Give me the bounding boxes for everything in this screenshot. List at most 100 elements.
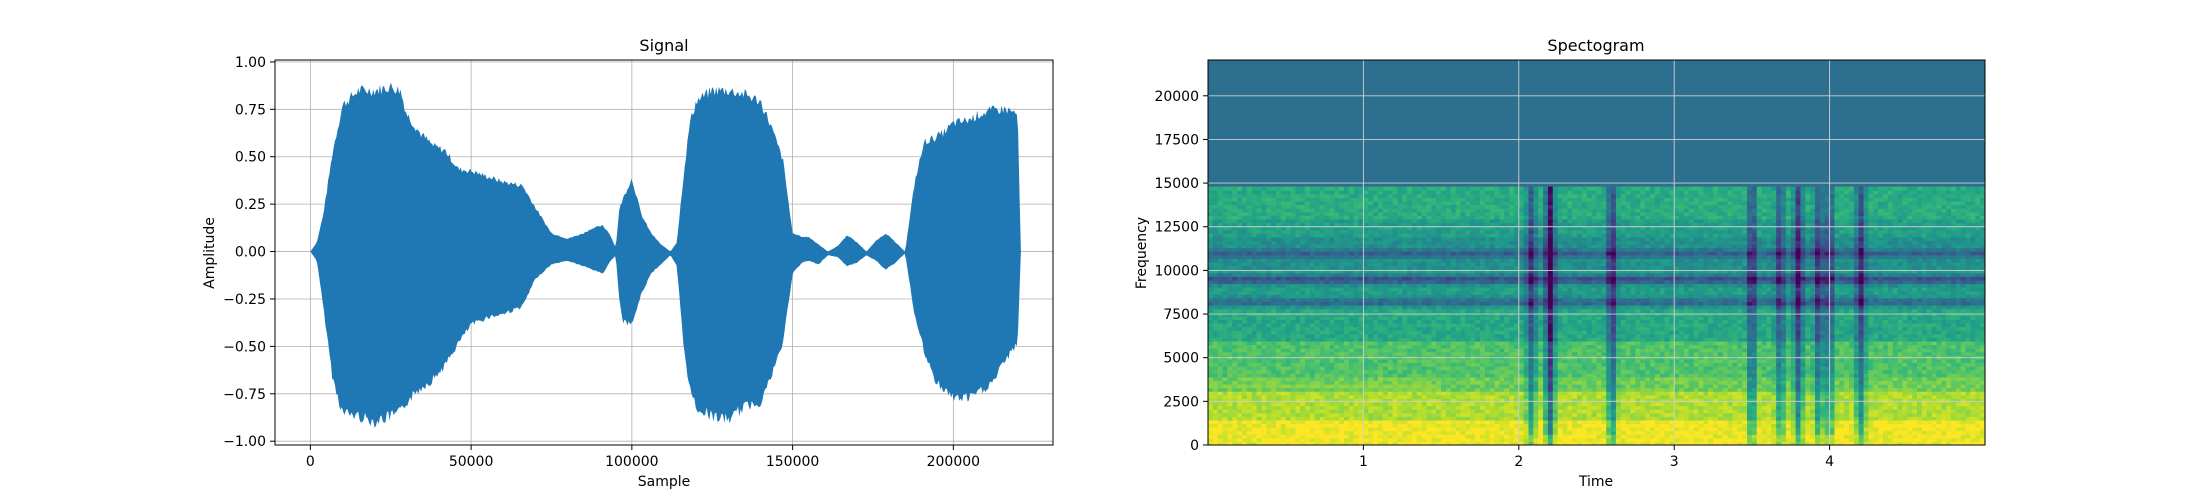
spectrogram-cell <box>1484 412 1491 417</box>
spectrogram-cell <box>1494 401 1500 407</box>
spectrogram-cell <box>1329 261 1335 267</box>
spectrogram-cell <box>1271 430 1277 435</box>
spectrogram-cell <box>1538 409 1544 414</box>
spectrogram-cell <box>1305 427 1311 432</box>
spectrogram-cell <box>1256 401 1263 407</box>
spectrogram-cell <box>1455 247 1462 252</box>
spectrogram-cell <box>1504 362 1510 367</box>
spectrogram-cell <box>1460 366 1466 371</box>
spectrogram-cell <box>1518 233 1525 238</box>
spectrogram-cell <box>1421 322 1428 328</box>
spectrogram-cell <box>1334 319 1340 324</box>
spectrogram-cell <box>1280 272 1287 277</box>
spectrogram-cell <box>1251 416 1258 421</box>
spectrogram-cell <box>1212 251 1219 256</box>
spectrogram-cell <box>1305 261 1311 267</box>
spectrogram-cell <box>1256 269 1263 274</box>
spectrogram-cell <box>1528 351 1534 356</box>
spectrogram-cell <box>1460 261 1466 267</box>
spectrogram-cell <box>1348 409 1355 414</box>
spectrogram-cell <box>1295 340 1301 346</box>
spectrogram-cell <box>1348 215 1355 220</box>
spectrogram-cell <box>1232 236 1238 242</box>
spectrogram-cell <box>1441 265 1447 270</box>
spectrogram-cell <box>1329 427 1335 432</box>
spectrogram-cell <box>1533 236 1539 242</box>
spectrogram-cell <box>1538 283 1544 288</box>
spectrogram-cell <box>1290 322 1297 328</box>
spectrogram-cell <box>1212 301 1219 306</box>
spectrogram-cell <box>1499 211 1505 216</box>
spectrogram-cell <box>1275 315 1282 320</box>
spectrogram-cell <box>1421 251 1428 256</box>
spectrogram-cell <box>1217 366 1224 371</box>
spectrogram-cell <box>1256 383 1263 389</box>
spectrogram-cell <box>1334 226 1340 231</box>
spectrogram-cell <box>1373 348 1379 353</box>
spectrogram-cell <box>1324 190 1331 195</box>
spectrogram-cell <box>1392 351 1398 356</box>
spectrogram-cell <box>1509 330 1515 335</box>
spectrogram-cell <box>1232 330 1238 335</box>
spectrogram-cell <box>1377 269 1384 274</box>
spectrogram-cell <box>1402 326 1408 331</box>
spectrogram-cell <box>1212 204 1219 209</box>
spectrogram-cell <box>1397 244 1403 249</box>
spectrogram-cell <box>1300 398 1306 403</box>
spectrogram-cell <box>1421 430 1428 435</box>
spectrogram-cell <box>1280 434 1287 439</box>
spectrogram-cell <box>1246 409 1253 414</box>
spectrogram-cell <box>1499 193 1505 198</box>
spectrogram-cell <box>1280 254 1287 259</box>
spectrogram-cell <box>1416 441 1423 445</box>
spectrogram-cell <box>1271 222 1277 227</box>
spectrogram-cell <box>1275 261 1282 267</box>
spectrogram-cell <box>1275 423 1282 428</box>
spectrogram-cell <box>1538 376 1544 381</box>
spectrogram-cell <box>1465 416 1471 421</box>
spectrogram-cell <box>1295 305 1301 310</box>
spectrogram-cell <box>1373 186 1379 191</box>
spectrogram-cell <box>1319 204 1326 209</box>
spectrogram-cell <box>1411 423 1418 428</box>
spectrogram-cell <box>1222 193 1229 198</box>
spectrogram-cell <box>1271 423 1277 428</box>
spectrogram-cell <box>1348 200 1355 206</box>
spectrogram-cell <box>1261 269 1267 274</box>
spectrogram-cell <box>1343 218 1350 224</box>
spectrogram-cell <box>1237 251 1243 256</box>
spectrogram-cell <box>1479 362 1486 367</box>
spectrogram-cell <box>1475 247 1481 252</box>
spectrogram-cell <box>1397 233 1403 238</box>
spectrogram-cell <box>1280 412 1287 417</box>
spectrogram-cell <box>1416 337 1423 342</box>
spectrogram-cell <box>1324 380 1331 385</box>
spectrogram-cell <box>1455 279 1462 285</box>
spectrogram-cell <box>1421 276 1428 281</box>
spectrogram-cell <box>1373 333 1379 338</box>
spectrogram-cell <box>1450 297 1457 303</box>
spectrogram-cell <box>1387 344 1394 349</box>
spectrogram-cell <box>1319 416 1326 421</box>
spectrogram-cell <box>1339 423 1345 428</box>
spectrogram-cell <box>1275 434 1282 439</box>
spectrogram-cell <box>1407 344 1413 349</box>
spectrogram-cell <box>1397 261 1403 267</box>
spectrogram-cell <box>1295 409 1301 414</box>
spectrogram-cell <box>1475 290 1481 295</box>
spectrogram-cell <box>1377 430 1384 435</box>
spectrogram-cell <box>1217 254 1224 259</box>
spectrogram-cell <box>1305 265 1311 270</box>
spectrogram-cell <box>1222 344 1229 349</box>
spectrogram-cell <box>1222 211 1229 216</box>
spectrogram-cell <box>1314 387 1321 392</box>
spectrogram-cell <box>1475 308 1481 313</box>
spectrogram-cell <box>1275 229 1282 234</box>
spectrogram-cell <box>1261 272 1267 277</box>
spectrogram-cell <box>1513 387 1520 392</box>
spectrogram-cell <box>1518 380 1525 385</box>
spectrogram-cell <box>1504 340 1510 346</box>
spectrogram-cell <box>1479 369 1486 374</box>
spectrogram-cell <box>1460 226 1466 231</box>
spectrogram-cell <box>1392 233 1398 238</box>
